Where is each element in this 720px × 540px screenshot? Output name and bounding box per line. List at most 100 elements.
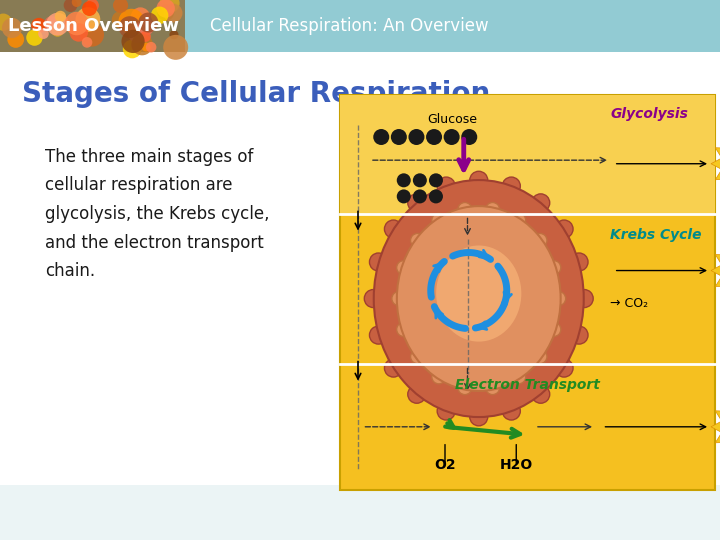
Circle shape xyxy=(44,16,59,31)
Circle shape xyxy=(156,0,175,18)
Text: Glucose: Glucose xyxy=(428,113,477,126)
Polygon shape xyxy=(711,239,720,302)
Circle shape xyxy=(408,194,426,212)
Circle shape xyxy=(575,289,593,308)
Circle shape xyxy=(429,173,443,187)
Circle shape xyxy=(432,213,446,227)
Circle shape xyxy=(432,370,446,384)
Circle shape xyxy=(437,177,455,195)
Circle shape xyxy=(364,289,382,308)
Circle shape xyxy=(137,18,154,36)
Circle shape xyxy=(458,202,472,217)
Circle shape xyxy=(462,129,477,145)
Circle shape xyxy=(7,31,24,48)
Circle shape xyxy=(31,18,47,33)
Circle shape xyxy=(169,30,179,39)
Circle shape xyxy=(426,129,442,145)
Circle shape xyxy=(128,25,145,43)
Circle shape xyxy=(384,220,402,238)
Circle shape xyxy=(397,261,410,275)
Circle shape xyxy=(413,173,427,187)
Circle shape xyxy=(140,31,151,42)
Circle shape xyxy=(163,35,188,60)
Circle shape xyxy=(130,8,150,27)
Circle shape xyxy=(131,34,153,55)
Circle shape xyxy=(72,0,81,7)
Circle shape xyxy=(410,233,425,247)
Circle shape xyxy=(113,0,128,13)
Circle shape xyxy=(392,292,406,306)
Circle shape xyxy=(512,370,526,384)
Circle shape xyxy=(123,39,142,58)
Text: The three main stages of
cellular respiration are
glycolysis, the Krebs cycle,
a: The three main stages of cellular respir… xyxy=(45,148,269,280)
Circle shape xyxy=(373,129,390,145)
Text: Krebs Cycle: Krebs Cycle xyxy=(610,227,701,241)
Circle shape xyxy=(112,11,129,29)
Circle shape xyxy=(160,0,179,13)
Circle shape xyxy=(70,23,88,42)
Circle shape xyxy=(552,292,566,306)
Circle shape xyxy=(65,12,89,35)
Circle shape xyxy=(157,4,174,21)
Circle shape xyxy=(429,190,443,204)
Circle shape xyxy=(122,30,145,53)
Circle shape xyxy=(146,42,156,52)
Ellipse shape xyxy=(397,206,561,391)
Text: Glycolysis: Glycolysis xyxy=(611,107,689,121)
Circle shape xyxy=(51,24,64,37)
Circle shape xyxy=(384,359,402,377)
Circle shape xyxy=(118,9,145,35)
Text: Lesson Overview: Lesson Overview xyxy=(8,17,179,35)
Circle shape xyxy=(2,18,22,38)
Text: Stages of Cellular Respiration: Stages of Cellular Respiration xyxy=(22,80,490,108)
Circle shape xyxy=(408,129,425,145)
Polygon shape xyxy=(711,395,720,459)
Circle shape xyxy=(469,171,487,190)
Circle shape xyxy=(76,7,100,32)
Text: Cellular Respiration: An Overview: Cellular Respiration: An Overview xyxy=(210,17,489,35)
Circle shape xyxy=(55,11,66,22)
Circle shape xyxy=(63,0,78,12)
Circle shape xyxy=(81,37,92,48)
Circle shape xyxy=(503,177,521,195)
Circle shape xyxy=(485,202,500,217)
Ellipse shape xyxy=(374,180,584,417)
Circle shape xyxy=(437,402,455,420)
Circle shape xyxy=(570,253,588,271)
Text: Electron Transport: Electron Transport xyxy=(455,377,600,392)
Circle shape xyxy=(413,190,427,204)
Circle shape xyxy=(46,13,69,36)
Circle shape xyxy=(533,233,547,247)
Circle shape xyxy=(369,253,387,271)
Circle shape xyxy=(444,129,459,145)
Circle shape xyxy=(570,326,588,344)
Circle shape xyxy=(410,350,425,363)
Circle shape xyxy=(397,322,410,336)
Text: O2: O2 xyxy=(434,458,456,472)
Circle shape xyxy=(533,350,547,363)
Bar xyxy=(180,0,720,52)
Circle shape xyxy=(80,23,104,46)
Circle shape xyxy=(532,194,550,212)
Circle shape xyxy=(138,12,158,32)
Bar xyxy=(0,0,185,52)
Bar xyxy=(0,0,720,52)
Circle shape xyxy=(555,359,573,377)
Circle shape xyxy=(38,28,49,39)
Circle shape xyxy=(397,190,410,204)
Circle shape xyxy=(142,43,150,51)
Circle shape xyxy=(458,381,472,395)
Circle shape xyxy=(82,1,97,16)
Circle shape xyxy=(503,402,521,420)
Circle shape xyxy=(26,29,42,46)
Circle shape xyxy=(546,261,561,275)
Ellipse shape xyxy=(436,246,521,342)
Circle shape xyxy=(469,408,487,426)
Circle shape xyxy=(369,326,387,344)
Circle shape xyxy=(119,16,140,38)
Circle shape xyxy=(512,213,526,227)
Circle shape xyxy=(555,220,573,238)
Circle shape xyxy=(391,129,407,145)
Text: → CO₂: → CO₂ xyxy=(610,297,648,310)
Text: H2O: H2O xyxy=(500,458,533,472)
